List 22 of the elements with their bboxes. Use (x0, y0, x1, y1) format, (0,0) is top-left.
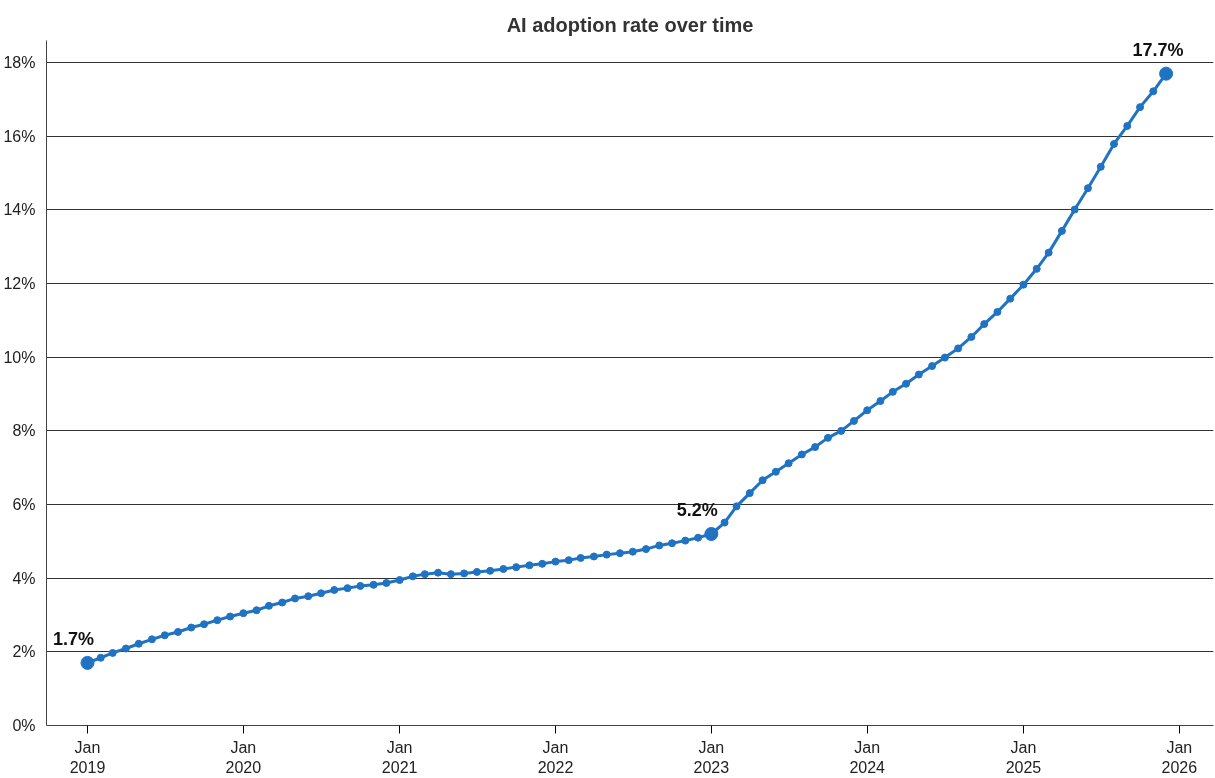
y-tick-label: 14% (3, 201, 36, 219)
y-tick-label: 4% (12, 569, 36, 587)
x-tick-label: Jan 2025 (1005, 738, 1042, 776)
chart-title: AI adoption rate over time (506, 13, 754, 36)
y-tick-label: 8% (12, 422, 36, 440)
y-tick-label: 16% (3, 127, 36, 145)
x-tick-label: Jan 2019 (69, 738, 106, 776)
y-tick-label: 18% (3, 54, 36, 72)
x-tick-label: Jan 2026 (1161, 738, 1198, 776)
x-tick-label: Jan 2023 (693, 738, 730, 776)
y-tick-label: 2% (12, 643, 36, 661)
y-tick-label: 12% (3, 275, 36, 293)
y-tick-label: 0% (12, 717, 36, 734)
x-tick-label: Jan 2021 (381, 738, 418, 776)
y-tick-label: 6% (12, 496, 36, 514)
x-tick-label: Jan 2024 (849, 738, 886, 776)
x-tick-label: Jan 2020 (225, 738, 262, 776)
annotation: 17.7% (1132, 39, 1184, 60)
y-tick-label: 10% (3, 348, 36, 366)
annotation: 1.7% (52, 628, 95, 649)
x-tick-label: Jan 2022 (537, 738, 574, 776)
annotation: 5.2% (676, 499, 718, 520)
